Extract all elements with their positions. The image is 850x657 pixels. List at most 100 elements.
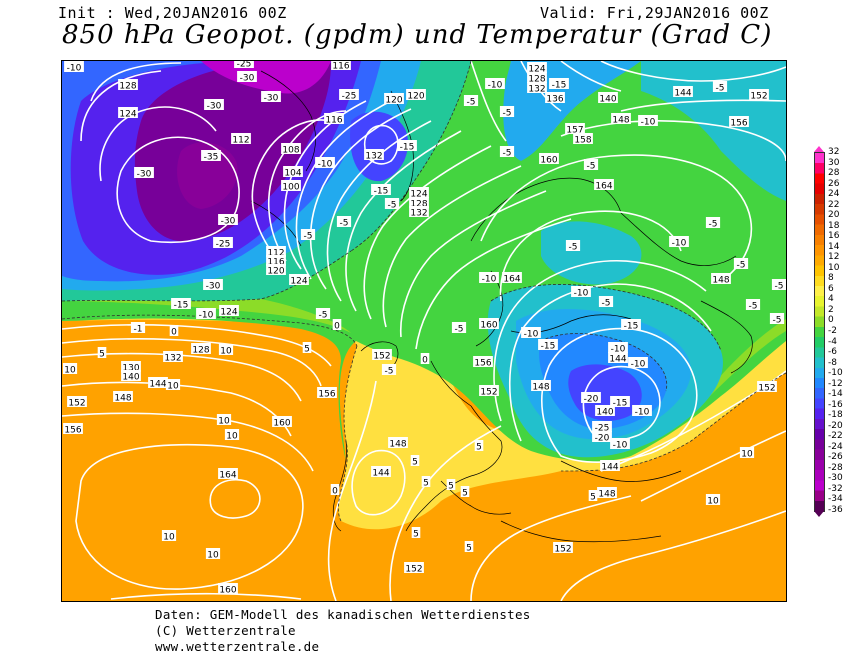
contour-label-box — [196, 308, 216, 319]
contour-label-box — [281, 180, 301, 191]
contour-label: 152 — [68, 399, 85, 409]
contour-label-box — [473, 356, 493, 367]
contour-label-box — [266, 255, 286, 266]
contour-label: -5 — [709, 220, 718, 230]
contour-label-box — [581, 392, 601, 403]
contour-label-box — [216, 414, 232, 425]
contour-label-box — [565, 123, 585, 134]
contour-label-box — [545, 92, 565, 103]
contour-label: 156 — [730, 119, 747, 129]
contour-label-box — [409, 197, 429, 208]
contour-label-box — [381, 364, 397, 375]
contour-label-box — [479, 272, 499, 283]
contour-label-box — [479, 385, 499, 396]
contour-label: 0 — [332, 487, 338, 497]
contour-label: 128 — [192, 346, 209, 356]
contour-label-box — [324, 113, 344, 124]
contour-label-box — [628, 357, 648, 368]
iceland-cold — [350, 111, 409, 182]
contour-label-box — [234, 61, 254, 68]
contour-label: -10 — [482, 275, 497, 285]
contour-label-box — [611, 113, 631, 124]
contour-label: 5 — [423, 479, 429, 489]
legend-label: 32 — [828, 147, 840, 157]
contour-label: -25 — [595, 424, 610, 434]
contour-label: 152 — [554, 545, 571, 555]
legend-label: 30 — [828, 157, 840, 168]
contour-label: -35 — [204, 153, 219, 163]
contour-label-box — [502, 272, 522, 283]
contour-label-box — [201, 150, 221, 161]
contour-label: 164 — [219, 471, 236, 481]
contour-label: -5 — [503, 109, 512, 119]
contour-label-box — [711, 273, 731, 284]
contour-label: -25 — [342, 92, 357, 102]
contour-label-box — [63, 423, 83, 434]
contour-label-box — [266, 264, 286, 275]
legend-label: -12 — [828, 378, 843, 389]
contour-label: 120 — [407, 92, 424, 102]
legend-label: -4 — [828, 336, 837, 347]
contour-label: 5 — [590, 493, 596, 503]
contour-label-box — [409, 206, 429, 217]
contour-label: -5 — [503, 149, 512, 159]
contour-label: 10 — [207, 551, 219, 561]
legend-label: -18 — [828, 410, 843, 421]
contour-label: 140 — [599, 95, 616, 105]
contour-label: 156 — [474, 359, 491, 369]
contour-label-box — [705, 217, 721, 228]
contour-label-box — [608, 352, 628, 363]
contour-label: -10 — [672, 239, 687, 249]
contour-label-box — [573, 133, 593, 144]
contour-label: 148 — [532, 383, 549, 393]
contour-label: 128 — [410, 200, 427, 210]
contour-label-box — [485, 78, 505, 89]
contour-label: -10 — [199, 311, 214, 321]
contour-labels: 128124-10-30-25-30-30-30-35112108104100-… — [62, 61, 786, 596]
contour-label-box — [281, 143, 301, 154]
contour-label: -10 — [574, 289, 589, 299]
green-edge-east — [621, 319, 786, 453]
legend-label: 20 — [828, 210, 840, 221]
contour-label: 124 — [528, 65, 545, 75]
contour-label: 10 — [220, 347, 232, 357]
contour-label: 160 — [273, 419, 290, 429]
contour-label-box — [460, 486, 470, 497]
contour-label: 10 — [741, 450, 753, 460]
contour-label: -10 — [67, 64, 82, 74]
legend-label: -14 — [828, 389, 843, 400]
contour-label-box — [479, 318, 499, 329]
contour-label: 5 — [448, 482, 454, 492]
contour-label: 128 — [119, 82, 136, 92]
contour-label: 148 — [612, 116, 629, 126]
contour-label-box — [531, 380, 551, 391]
contour-label: 152 — [750, 92, 767, 102]
contour-label-box — [527, 82, 547, 93]
contour-label-box — [384, 198, 400, 209]
contour-label: 132 — [410, 209, 427, 219]
legend-label: -16 — [828, 399, 843, 410]
contour-label-box — [769, 313, 785, 324]
contour-label-box — [384, 93, 404, 104]
contour-label: 144 — [609, 355, 626, 365]
contour-label: -10 — [613, 441, 628, 451]
contour-label-box — [121, 361, 141, 372]
contour-label: -5 — [569, 243, 578, 253]
contour-label-box — [336, 216, 352, 227]
legend-label: -20 — [828, 420, 843, 431]
contour-label: -15 — [400, 143, 415, 153]
contour-label: 157 — [566, 126, 583, 136]
contour-label-box — [134, 167, 154, 178]
contour-label: 148 — [598, 490, 615, 500]
contour-label-box — [621, 319, 641, 330]
contour-label: 120 — [267, 267, 284, 277]
legend-label: 14 — [828, 241, 840, 252]
contour-label-box — [113, 391, 133, 402]
contour-label-box — [165, 379, 181, 390]
legend-label: 10 — [828, 262, 840, 273]
contour-label: 120 — [385, 96, 402, 106]
contour-label-box — [712, 81, 728, 92]
contour-label: -1 — [134, 325, 143, 335]
data-source: Daten: GEM-Modell des kanadischen Wetter… — [155, 607, 531, 622]
contour-label: -15 — [552, 81, 567, 91]
